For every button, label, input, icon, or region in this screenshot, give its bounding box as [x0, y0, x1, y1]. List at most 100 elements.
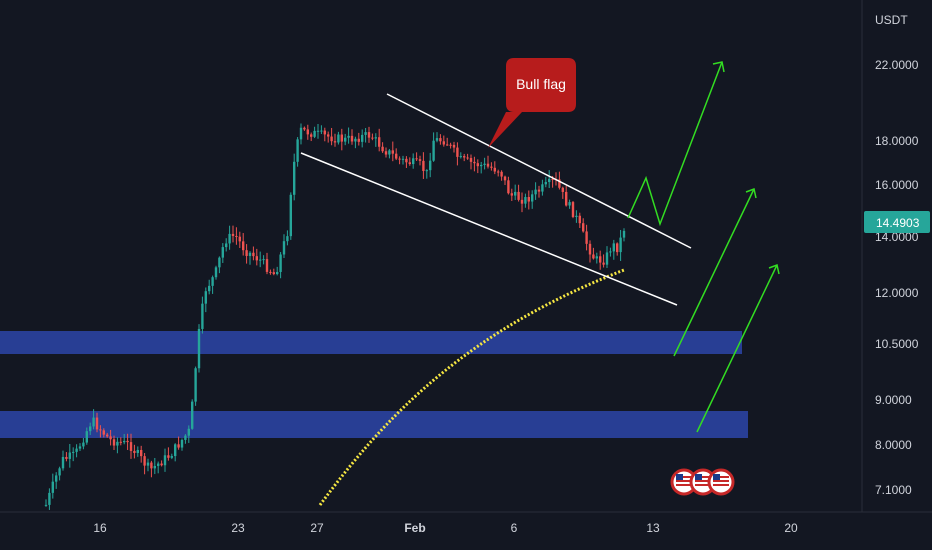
candle-body: [320, 130, 323, 132]
candle-body: [527, 197, 530, 202]
candle-body: [174, 444, 177, 457]
candle-body: [575, 215, 578, 217]
y-tick-label: 14.0000: [875, 230, 919, 244]
candle-body: [150, 462, 153, 469]
candle-body: [514, 191, 517, 196]
candle-body: [537, 189, 541, 192]
us-flag-icon[interactable]: [707, 468, 735, 496]
candle-body: [551, 178, 554, 180]
y-tick-label: 9.0000: [875, 393, 912, 407]
candle-body: [486, 163, 490, 167]
y-tick-label: 7.1000: [875, 483, 912, 497]
candle-body: [99, 429, 102, 431]
candle-body: [364, 132, 367, 135]
event-icons[interactable]: [670, 468, 735, 496]
candle-body: [541, 184, 544, 192]
candle-body: [442, 141, 445, 145]
candle-body: [214, 267, 218, 278]
candle-body: [568, 202, 571, 206]
x-tick-label: Feb: [404, 521, 425, 535]
candle-body: [429, 160, 432, 171]
candle-body: [112, 439, 116, 446]
candle-body: [388, 150, 391, 155]
candle-body: [191, 401, 194, 429]
x-tick-label: 20: [784, 521, 798, 535]
candle-body: [425, 170, 428, 172]
flag-upper-line: [386, 93, 692, 249]
candle-body: [619, 237, 622, 253]
x-tick-label: 6: [511, 521, 518, 535]
candle-body: [316, 130, 320, 132]
candle-body: [354, 138, 357, 142]
price-axis[interactable]: USDT 22.0000 18.0000 16.0000 14.0000 12.…: [875, 13, 919, 497]
candle-body: [65, 456, 68, 459]
x-tick-label: 16: [93, 521, 107, 535]
candle-body: [463, 156, 466, 158]
candle-body: [350, 135, 354, 142]
candle-body: [296, 139, 299, 162]
y-tick-label: 22.0000: [875, 58, 919, 72]
candle-body: [146, 462, 150, 466]
bull-flag-callout: Bull flag: [488, 58, 576, 148]
y-tick-label: 16.0000: [875, 178, 919, 192]
arrow-lower-head: [768, 263, 780, 275]
candle-body: [259, 259, 262, 261]
candle-body: [558, 179, 561, 188]
candle-body: [55, 475, 58, 482]
candle-body: [167, 455, 170, 458]
candle-body: [102, 430, 105, 435]
candle-body: [561, 187, 564, 192]
candle-body: [381, 146, 384, 152]
x-tick-label: 27: [310, 521, 324, 535]
candle-body: [153, 465, 156, 469]
candle-body: [313, 130, 316, 137]
current-price-label: 14.4903: [876, 216, 920, 230]
candle-body: [446, 144, 449, 146]
candle-body: [248, 252, 252, 256]
candle-body: [184, 435, 187, 440]
support-zone-lower: [0, 411, 748, 438]
candle-body: [238, 236, 241, 242]
candle-body: [490, 166, 493, 168]
candle-body: [408, 162, 411, 165]
candle-body: [415, 158, 418, 160]
candle-body: [272, 272, 275, 275]
candle-body: [177, 444, 180, 448]
candle-body: [201, 303, 204, 329]
candle-body: [279, 254, 282, 272]
candle-body: [473, 161, 476, 164]
candle-body: [599, 256, 602, 263]
candle-body: [347, 135, 350, 138]
candle-body: [109, 436, 112, 440]
candle-body: [418, 159, 422, 161]
candle-body: [265, 259, 269, 272]
candle-body: [401, 158, 405, 160]
time-axis[interactable]: 16 23 27 Feb 6 13 20: [93, 521, 798, 535]
candle-body: [133, 450, 136, 453]
candle-body: [612, 243, 615, 252]
candle-body: [218, 257, 221, 268]
candle-body: [262, 259, 265, 261]
arrow-lower: [696, 264, 778, 433]
candle-body: [616, 243, 619, 253]
candle-body: [68, 452, 71, 459]
candle-body: [405, 158, 408, 163]
candle-body: [208, 285, 211, 292]
candle-body: [48, 492, 51, 505]
candle-body: [289, 194, 292, 237]
candle-body: [452, 144, 456, 148]
candlestick-series: [44, 123, 626, 510]
resistance-zone-upper: [0, 331, 742, 354]
candle-body: [51, 481, 54, 493]
candle-body: [286, 236, 289, 242]
candle-body: [565, 191, 568, 206]
candle-body: [85, 431, 88, 443]
candle-body: [276, 271, 279, 275]
candle-body: [140, 449, 143, 457]
candle-body: [592, 254, 595, 259]
candle-body: [357, 138, 360, 142]
candle-body: [160, 463, 163, 466]
candle-body: [374, 137, 377, 139]
